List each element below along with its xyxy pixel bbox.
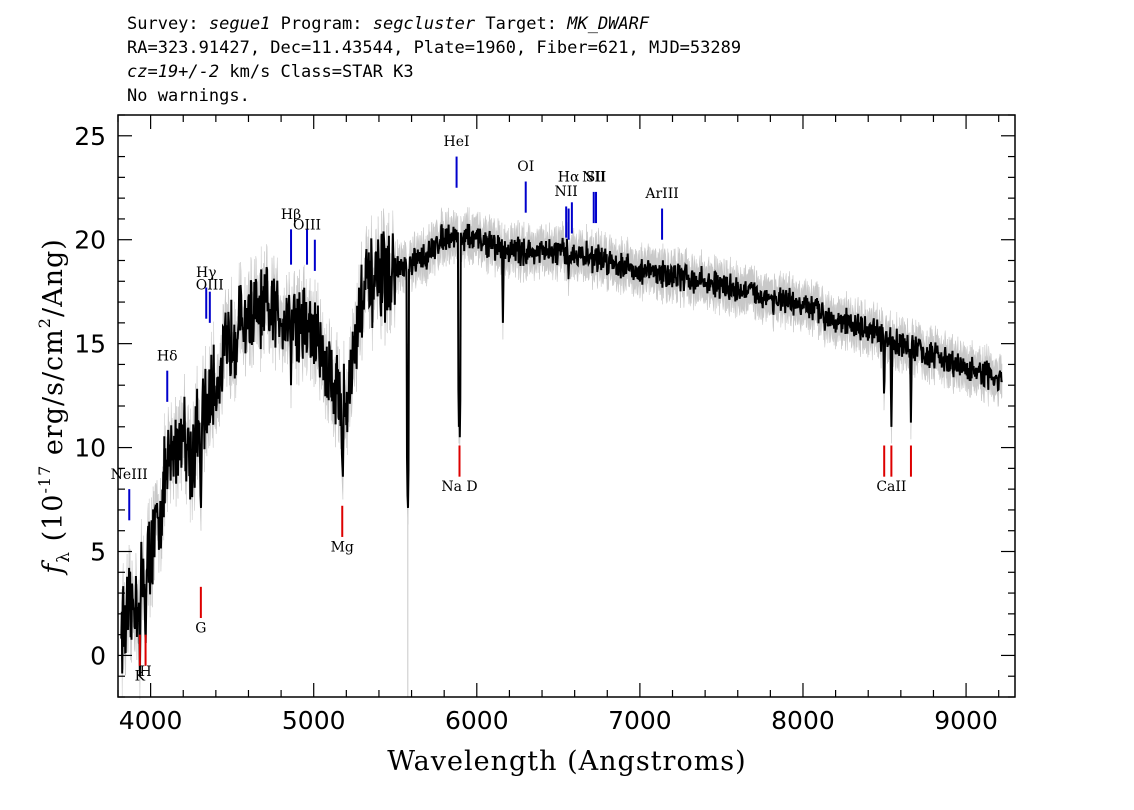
y-axis-title: fλ (10-17 erg/s/cm2/Ang) [35,238,74,576]
emission-label: ArIII [644,186,678,202]
x-axis-title: Wavelength (Angstroms) [387,746,746,777]
target-label: Target: [485,14,557,34]
y-tick-label: 10 [74,434,106,463]
y-title-close: /Ang) [38,238,69,317]
y-title-exp1: -17 [35,465,54,494]
x-tick-label: 9000 [934,706,998,735]
absorption-label: CaII [876,479,906,495]
emission-label: Hγ [196,265,217,281]
emission-label: OIII [293,217,321,233]
y-tick-label: 0 [90,641,106,670]
y-tick-label: 25 [74,122,106,151]
emission-label: NeIII [111,467,148,483]
program-label: Program: [280,14,363,34]
y-title-mid: erg/s/cm [38,328,69,465]
survey-value: segue1 [208,14,271,34]
y-tick-label: 20 [74,226,106,255]
emission-label: NII [555,184,578,200]
target-value: MK_DWARF [567,14,650,34]
y-title-f: f [38,560,69,576]
x-tick-label: 6000 [445,706,509,735]
absorption-label: Mg [331,540,354,556]
redshift-line: cz=19+/-2 km/s Class=STAR K3 [127,60,741,84]
y-title-exp2: 2 [35,317,54,328]
x-tick-label: 8000 [771,706,835,735]
survey-label: Survey: [127,14,199,34]
emission-label: Hα [558,170,580,186]
emission-label: Hβ [281,207,301,223]
spectrum-line [120,223,1003,677]
x-tick-label: 7000 [608,706,672,735]
cz-value: cz=19+/-2 [127,62,220,82]
emission-label: Hδ [157,348,178,364]
y-tick-label: 5 [90,538,106,567]
absorption-label: Na D [441,479,477,495]
absorption-label: K [135,668,146,684]
y-title-open: (10 [38,494,69,551]
plot-frame [117,114,1016,698]
x-tick-label: 4000 [119,706,183,735]
axes-layer: 4000 5000 6000 7000 8000 9000 0 5 10 15 20 25 [74,114,1016,735]
emission-label: SII [586,170,607,186]
warnings-line: No warnings. [127,86,250,106]
series-layer [120,207,1003,700]
coords-line: RA=323.91427, Dec=11.43544, Plate=1960, … [127,38,742,58]
emission-label: OI [517,159,534,175]
error-band [121,207,1003,700]
x-tick-label: 5000 [282,706,346,735]
survey-line: Survey: segue1 Program: segcluster Targe… [127,12,741,36]
class-text: km/s Class=STAR K3 [219,62,414,82]
emission-label: OIII [196,278,224,294]
y-title-lambda: λ [54,551,74,563]
absorption-label: H [139,664,151,680]
program-value: segcluster [372,14,476,34]
emission-label: NII [582,170,605,186]
y-tick-label: 15 [74,330,106,359]
spectrum-header: Survey: segue1 Program: segcluster Targe… [127,12,741,108]
emission-label: HeI [444,134,470,150]
absorption-label: G [195,621,206,637]
